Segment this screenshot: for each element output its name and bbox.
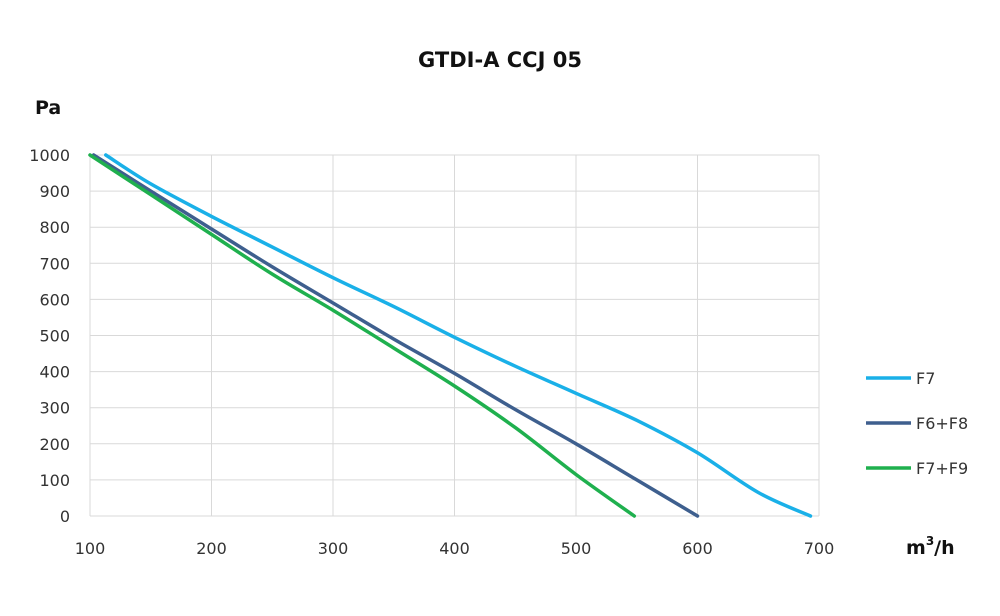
y-tick-label: 900 [39,182,70,201]
y-tick-label: 700 [39,254,70,273]
x-tick-label: 300 [318,539,349,558]
series-line-f7 [104,153,813,518]
x-tick-label: 100 [75,539,106,558]
x-tick-label: 500 [561,539,592,558]
y-tick-label: 300 [39,399,70,418]
x-axis-label-base: m [906,537,926,559]
chart-title: GTDI-A CCJ 05 [418,48,582,72]
series-line-f7-f9 [88,153,637,518]
x-tick-label: 200 [196,539,227,558]
legend-label-f7-f9: F7+F9 [916,459,968,478]
y-tick-label: 200 [39,435,70,454]
x-tick-label: 400 [439,539,470,558]
y-tick-label: 0 [60,507,70,526]
series-lines [88,153,813,518]
x-axis-label: m3/h [906,534,955,559]
legend: F7 F6+F8 F7+F9 [866,369,968,478]
y-tick-label: 500 [39,327,70,346]
x-tick-label: 700 [804,539,835,558]
legend-label-f6-f8: F6+F8 [916,414,968,433]
y-axis-label: Pa [35,97,61,119]
x-axis-label-tail: /h [934,537,954,559]
tick-labels: 0 100 200 300 400 500 600 700 800 900 1000 100 200 30… [29,146,834,558]
y-tick-label: 100 [39,471,70,490]
series-line-f6-f8 [91,153,700,518]
y-tick-label: 800 [39,218,70,237]
y-tick-label: 1000 [29,146,70,165]
x-tick-label: 600 [682,539,713,558]
y-tick-label: 600 [39,290,70,309]
y-tick-label: 400 [39,363,70,382]
legend-label-f7: F7 [916,369,935,388]
x-axis-label-sup: 3 [926,534,934,548]
